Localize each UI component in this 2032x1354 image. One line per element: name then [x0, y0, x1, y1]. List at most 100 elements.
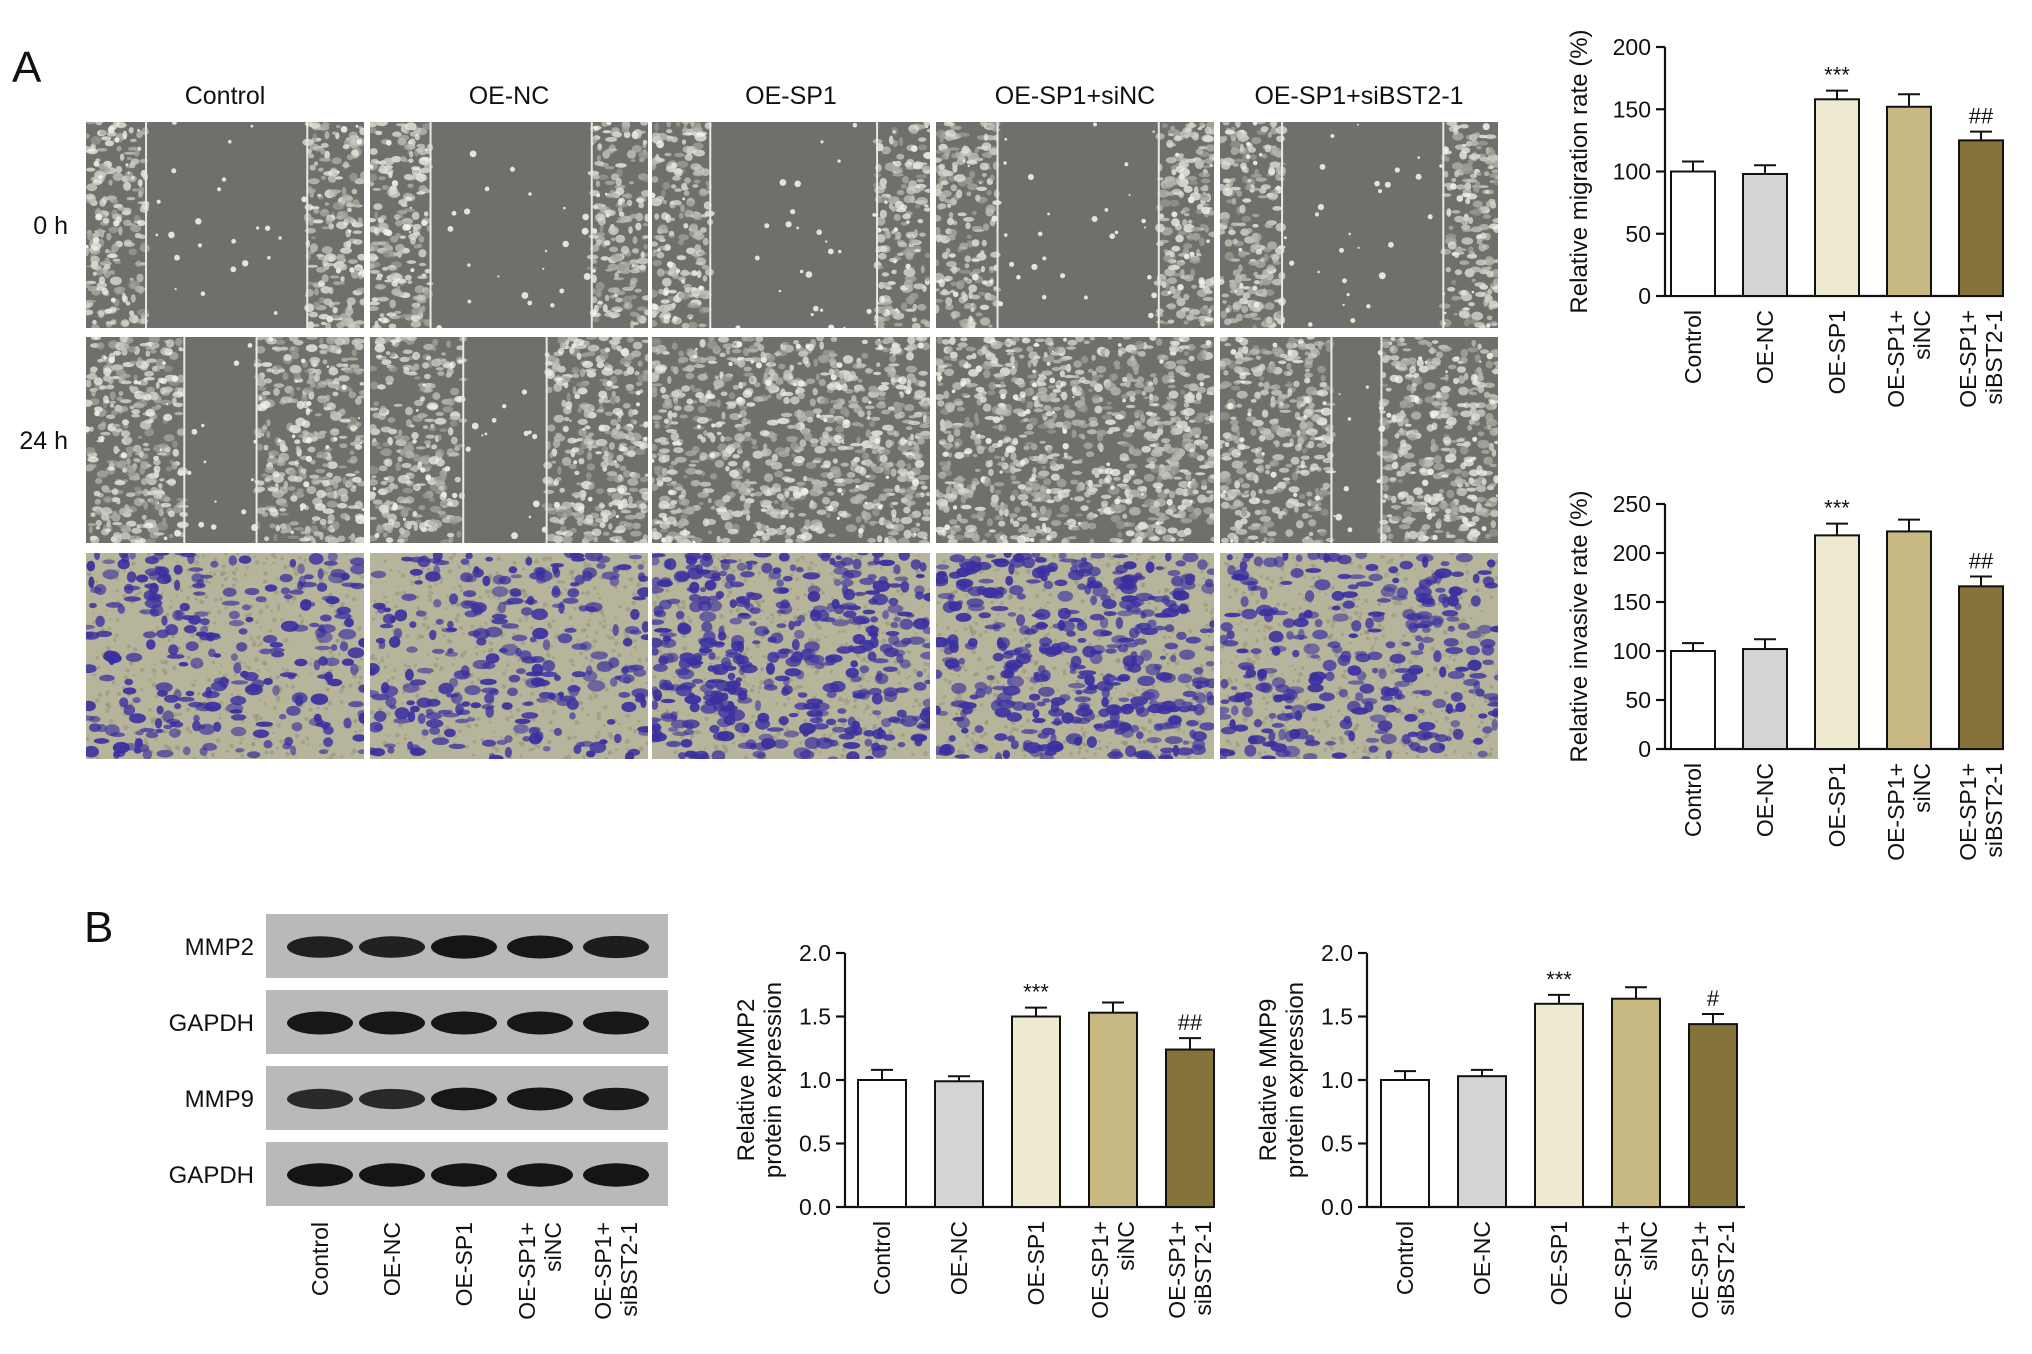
y-tick-label: 0 [1638, 283, 1651, 309]
y-tick-label: 100 [1613, 159, 1651, 185]
category-label: OE-SP1 [1546, 1221, 1572, 1305]
y-tick-label: 1.5 [799, 1004, 831, 1030]
wound-healing-image [936, 122, 1214, 328]
y-tick-label: 0.5 [1321, 1131, 1353, 1157]
blot-band [583, 935, 649, 959]
category-label: Control [869, 1221, 895, 1295]
wound-healing-image [1220, 337, 1498, 543]
chart-migration: 0 50 100 150 200 Relative migration rate (%) C… [1566, 29, 2007, 407]
significance-label: ## [1178, 1010, 1203, 1035]
bar-control [1380, 1079, 1430, 1208]
y-tick-label: 100 [1613, 638, 1651, 664]
blot-band [507, 1163, 573, 1187]
bar-control [1670, 170, 1716, 297]
row-label-0-h: 0 h [33, 212, 68, 240]
category-label: OE-SP1+siNC [1883, 310, 1935, 408]
bar-charts: 0 50 100 150 200 Relative migration rate (%) C… [733, 29, 2007, 1318]
bar-oe-nc [1457, 1075, 1507, 1208]
blot-band [359, 936, 425, 958]
y-tick-label: 0.0 [1321, 1194, 1353, 1220]
blot-band [287, 936, 353, 958]
blot-band [507, 1011, 573, 1035]
blot-band [359, 1011, 425, 1035]
chart-mmp9: 0.0 0.5 1.0 1.5 2.0 Relative MMP9protein expr… [1255, 940, 1745, 1319]
blot-band [507, 1087, 573, 1111]
blot-band [287, 1163, 353, 1187]
transwell-image [652, 553, 930, 759]
y-tick-label: 250 [1613, 491, 1651, 517]
y-tick-label: 150 [1613, 96, 1651, 122]
panel-letter-a: A [12, 43, 42, 92]
y-tick-label: 0.0 [799, 1194, 831, 1220]
blot-label-gapdh: GAPDH [169, 1010, 254, 1037]
wound-healing-image [86, 122, 364, 328]
bar-oe-sp1-sibst2-1 [1958, 139, 2004, 297]
panel-letter-b: B [84, 903, 113, 952]
bar-oe-sp1 [1534, 1002, 1584, 1208]
blot-band [583, 1011, 649, 1035]
blot-lane-label: OE-SP1+siNC [514, 1222, 566, 1320]
blot-band [583, 1087, 649, 1111]
column-label-oe-nc: OE-NC [469, 82, 550, 110]
y-axis-title: Relative MMP2protein expression [733, 982, 787, 1178]
bar-oe-nc [1742, 648, 1788, 750]
transwell-image [370, 553, 648, 759]
bar-oe-nc [1742, 172, 1788, 298]
bar-oe-sp1-sibst2-1 [1165, 1048, 1215, 1209]
y-tick-label: 1.5 [1321, 1004, 1353, 1030]
y-tick-label: 2.0 [799, 940, 831, 966]
significance-label: *** [1824, 63, 1850, 88]
bar-oe-sp1 [1814, 98, 1860, 298]
y-tick-label: 50 [1625, 221, 1651, 247]
bar-oe-sp1-sinc [1886, 530, 1932, 750]
column-label-oe-sp1-sinc: OE-SP1+siNC [995, 82, 1155, 110]
wound-healing-image [370, 122, 648, 328]
blot-band [431, 935, 497, 959]
western-blot: MMP2 GAPDH MMP9 GAPDH Control OE-NC OE-SP1 OE-S… [169, 914, 668, 1320]
bar-oe-sp1-sibst2-1 [1688, 1023, 1738, 1208]
significance-label: ## [1969, 104, 1994, 129]
category-label: Control [1680, 310, 1706, 384]
blot-band [359, 1088, 425, 1110]
chart-mmp2: 0.0 0.5 1.0 1.5 2.0 Relative MMP2protein expr… [733, 940, 1216, 1319]
y-tick-label: 0.5 [799, 1131, 831, 1157]
column-label-oe-sp1-sibst2-1: OE-SP1+siBST2-1 [1254, 82, 1463, 110]
category-label: OE-SP1+siNC [1883, 763, 1935, 861]
category-label: OE-NC [1752, 310, 1778, 384]
blot-band [431, 1087, 497, 1111]
y-axis-title: Relative invasive rate (%) [1566, 490, 1593, 762]
chart-invasion: 0 50 100 150 200 250 Relative invasive rate (%… [1566, 490, 2007, 860]
y-tick-label: 1.0 [1321, 1067, 1353, 1093]
category-label: OE-SP1+siBST2-1 [1687, 1221, 1739, 1319]
blot-band [583, 1163, 649, 1187]
category-label: Control [1392, 1221, 1418, 1295]
bar-oe-sp1-sinc [1886, 105, 1932, 298]
blot-band [507, 935, 573, 959]
category-label: OE-SP1+siBST2-1 [1164, 1221, 1216, 1319]
significance-label: # [1707, 986, 1720, 1011]
significance-label: *** [1023, 980, 1049, 1005]
transwell-image [86, 553, 364, 759]
blot-label-gapdh: GAPDH [169, 1162, 254, 1189]
wound-healing-image [652, 122, 930, 328]
transwell-image [936, 553, 1214, 759]
category-label: OE-SP1+siNC [1087, 1221, 1139, 1319]
bar-control [1670, 650, 1716, 750]
microscopy-grid: Control OE-NC OE-SP1 OE-SP1+siNC OE-SP1+siBS… [19, 82, 1498, 759]
blot-lane-label: OE-SP1+siBST2-1 [590, 1222, 642, 1320]
category-label: OE-NC [1752, 763, 1778, 837]
column-label-oe-sp1: OE-SP1 [745, 82, 837, 110]
wound-healing-image [936, 337, 1214, 543]
category-label: Control [1680, 763, 1706, 837]
blot-band [287, 1088, 353, 1110]
category-label: OE-NC [1469, 1221, 1495, 1295]
y-tick-label: 0 [1638, 736, 1651, 762]
y-tick-label: 2.0 [1321, 940, 1353, 966]
wound-healing-image [1220, 122, 1498, 328]
significance-label: ## [1969, 549, 1994, 574]
blot-band [359, 1163, 425, 1187]
category-label: OE-SP1+siNC [1610, 1221, 1662, 1319]
blot-band [431, 1011, 497, 1035]
bar-oe-sp1 [1011, 1015, 1061, 1208]
